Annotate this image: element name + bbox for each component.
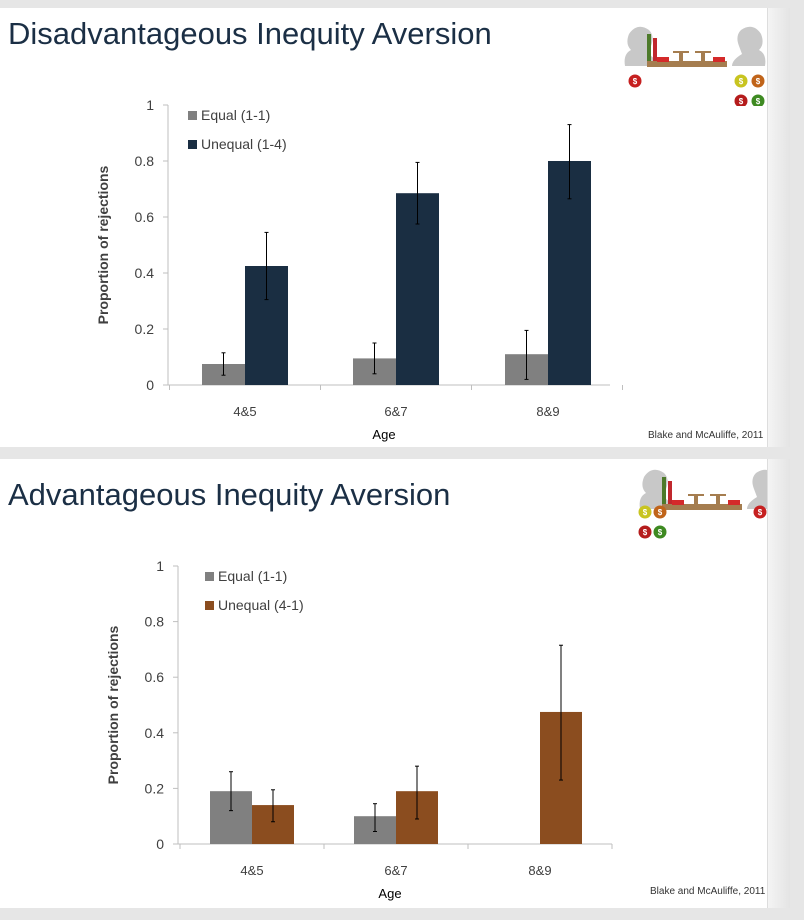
slide-title: Disadvantageous Inequity Aversion xyxy=(8,16,492,51)
y-tick-label: 1 xyxy=(146,97,154,113)
y-tick-label: 0.8 xyxy=(135,153,155,169)
svg-text:$: $ xyxy=(633,77,638,86)
legend-label: Unequal (1-4) xyxy=(201,136,287,152)
y-tick-label: 0.4 xyxy=(135,265,155,281)
y-tick-label: 0.2 xyxy=(135,321,155,337)
x-axis-label: Age xyxy=(378,886,401,901)
y-tick-label: 0.6 xyxy=(145,669,165,685)
citation: Blake and McAuliffe, 2011 xyxy=(650,886,766,897)
inequity-game-apparatus-icon: $ $ $ $ $ xyxy=(615,16,775,111)
y-tick-label: 1 xyxy=(156,558,164,574)
coin-icon: $ xyxy=(638,525,652,539)
legend-label: Equal (1-1) xyxy=(201,107,270,123)
svg-text:$: $ xyxy=(739,97,744,106)
y-tick-label: 0.2 xyxy=(145,780,165,796)
svg-text:$: $ xyxy=(739,77,744,86)
legend-label: Unequal (4-1) xyxy=(218,597,304,613)
coin-icon: $ xyxy=(753,505,767,519)
y-tick-label: 0.4 xyxy=(145,725,165,741)
coin-icon: $ xyxy=(734,94,748,108)
y-tick-label: 0 xyxy=(156,836,164,852)
svg-text:$: $ xyxy=(658,508,663,517)
coin-icon: $ xyxy=(653,525,667,539)
y-tick-label: 0.6 xyxy=(135,209,155,225)
x-tick-label: 6&7 xyxy=(384,863,407,878)
slide-title: Advantageous Inequity Aversion xyxy=(8,477,451,512)
coin-icon: $ xyxy=(638,505,652,519)
x-tick-label: 4&5 xyxy=(233,404,256,419)
svg-text:$: $ xyxy=(756,77,761,86)
y-axis-label: Proportion of rejections xyxy=(105,625,121,784)
scrollbar[interactable] xyxy=(767,8,790,447)
svg-text:$: $ xyxy=(643,528,648,537)
x-tick-label: 8&9 xyxy=(528,863,551,878)
svg-text:$: $ xyxy=(756,97,761,106)
legend-swatch xyxy=(205,601,214,610)
x-tick-label: 8&9 xyxy=(536,404,559,419)
legend-label: Equal (1-1) xyxy=(218,568,287,584)
legend-swatch xyxy=(188,111,197,120)
bar-unequal xyxy=(396,193,439,385)
svg-text:$: $ xyxy=(658,528,663,537)
bar-chart-advantageous: 0 0.2 0.4 0.6 0.8 1 4&5 6&7 8&9 Age Proportion of … xyxy=(105,558,613,901)
svg-text:$: $ xyxy=(643,508,648,517)
x-tick-label: 6&7 xyxy=(384,404,407,419)
child-silhouette-icon xyxy=(732,26,766,66)
y-axis-label: Proportion of rejections xyxy=(95,165,111,324)
coin-icon: $ xyxy=(751,74,765,88)
x-axis-label: Age xyxy=(372,427,395,442)
slide-advantageous: Advantageous Inequity Aversion $ $ $ $ $ 0 0.… xyxy=(0,459,790,908)
coin-icon: $ xyxy=(734,74,748,88)
coin-icon: $ xyxy=(628,74,642,88)
coin-icon: $ xyxy=(751,94,765,108)
scrollbar[interactable] xyxy=(767,459,790,908)
svg-text:$: $ xyxy=(758,508,763,517)
y-tick-label: 0 xyxy=(146,377,154,393)
slide-disadvantageous: Disadvantageous Inequity Aversion $ $ $ $ $ … xyxy=(0,8,790,447)
legend-swatch xyxy=(205,572,214,581)
bar-chart-disadvantageous: 0 0.2 0.4 0.6 0.8 1 4&5 6&7 8&9 Age Proportion of … xyxy=(95,97,623,442)
coin-icon: $ xyxy=(653,505,667,519)
x-tick-label: 4&5 xyxy=(240,863,263,878)
legend-swatch xyxy=(188,140,197,149)
y-tick-label: 0.8 xyxy=(145,614,165,630)
citation: Blake and McAuliffe, 2011 xyxy=(648,430,764,441)
